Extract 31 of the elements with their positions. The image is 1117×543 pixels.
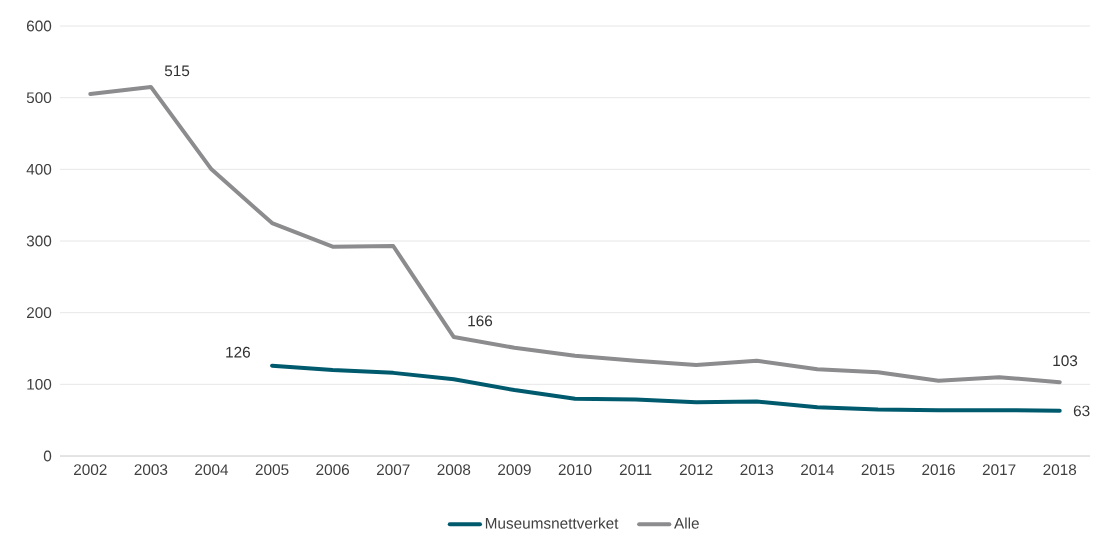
y-tick-label: 600: [26, 20, 52, 32]
x-tick-label: 2017: [982, 464, 1016, 476]
x-tick-label: 2004: [195, 464, 229, 476]
legend-label: Museumsnettverket: [485, 517, 619, 529]
x-tick-label: 2012: [679, 464, 713, 476]
x-tick-label: 2016: [922, 464, 955, 476]
x-tick-label: 2009: [498, 464, 531, 476]
legend-label: Alle: [674, 517, 699, 529]
x-tick-label: 2014: [801, 464, 834, 476]
y-tick-label: 300: [26, 235, 52, 247]
x-tick-label: 2011: [619, 464, 652, 476]
x-tick-label: 2007: [376, 464, 410, 476]
x-tick-label: 2018: [1043, 464, 1077, 476]
x-tick-label: 2010: [558, 464, 592, 476]
y-tick-label: 500: [26, 92, 52, 104]
data-label: 126: [226, 346, 251, 358]
x-tick-label: 2003: [134, 464, 168, 476]
y-tick-label: 0: [43, 450, 52, 462]
data-label: 63: [1073, 405, 1090, 417]
data-label: 515: [164, 65, 190, 77]
x-tick-label: 2013: [740, 464, 774, 476]
x-tick-label: 2005: [255, 464, 289, 476]
y-tick-label: 400: [26, 163, 52, 175]
x-tick-label: 2015: [861, 464, 895, 476]
y-tick-label: 200: [26, 307, 52, 319]
data-label: 166: [468, 315, 493, 327]
x-tick-label: 2006: [316, 464, 350, 476]
x-tick-label: 2002: [74, 464, 107, 476]
data-label: 103: [1053, 355, 1078, 367]
y-tick-label: 100: [27, 378, 52, 390]
x-tick-label: 2008: [437, 464, 471, 476]
